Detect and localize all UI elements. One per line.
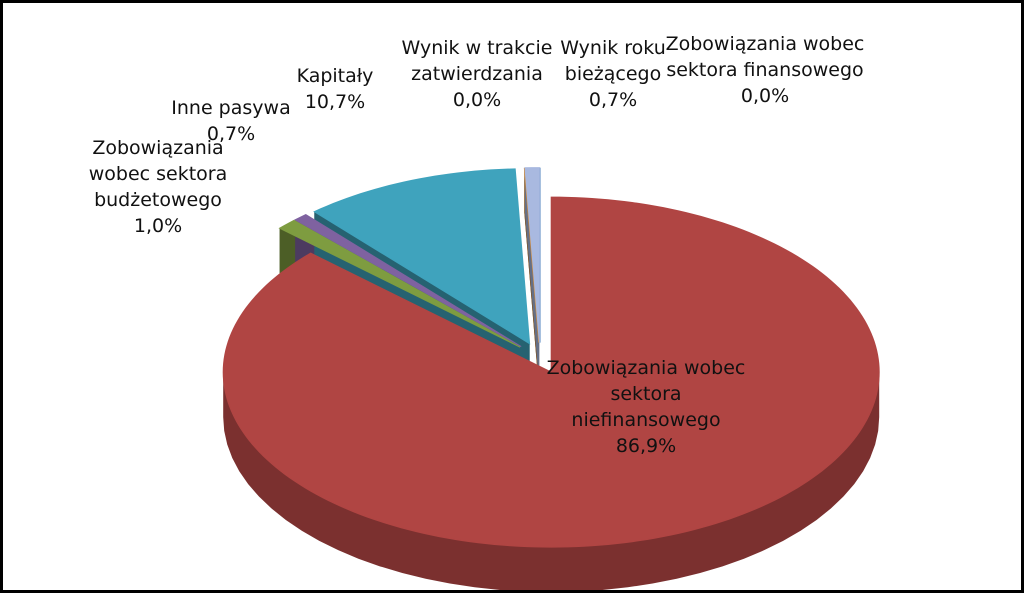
value-label: 0,0% <box>740 85 790 107</box>
value-label: 0,7% <box>206 123 256 145</box>
category-name: Zobowiązania wobec sektora finansowego <box>665 33 865 81</box>
slice <box>294 214 522 348</box>
slice-label: Kapitały 10,7% <box>275 63 395 115</box>
slice-label: Wynik w trakcie zatwierdzania 0,0% <box>377 35 577 113</box>
slice-label: Wynik roku bieżącego 0,7% <box>538 35 688 113</box>
category-name: Kapitały <box>296 65 374 87</box>
value-label: 0,7% <box>588 89 638 111</box>
slice-side <box>223 372 880 590</box>
pie-plot <box>222 167 880 590</box>
slice-label: Zobowiązania wobec sektora niefinansoweg… <box>546 355 746 459</box>
value-label: 1,0% <box>133 215 183 237</box>
category-name: Wynik roku bieżącego <box>560 37 666 85</box>
category-name: Zobowiązania wobec sektora budżetowego <box>88 137 228 211</box>
slice-label: Inne pasywa 0,7% <box>156 95 306 147</box>
slice-label: Zobowiązania wobec sektora budżetowego 1,… <box>68 135 248 239</box>
slice <box>222 196 880 548</box>
value-label: 86,9% <box>615 435 677 457</box>
slice <box>524 167 540 343</box>
slice-label: Zobowiązania wobec sektora finansowego 0,… <box>665 31 865 109</box>
category-name: Zobowiązania wobec sektora niefinansoweg… <box>546 357 746 431</box>
category-name: Wynik w trakcie zatwierdzania <box>401 37 553 85</box>
slice <box>313 168 531 345</box>
slice <box>278 219 521 348</box>
value-label: 10,7% <box>304 91 366 113</box>
value-label: 0,0% <box>452 89 502 111</box>
category-name: Inne pasywa <box>171 97 291 119</box>
